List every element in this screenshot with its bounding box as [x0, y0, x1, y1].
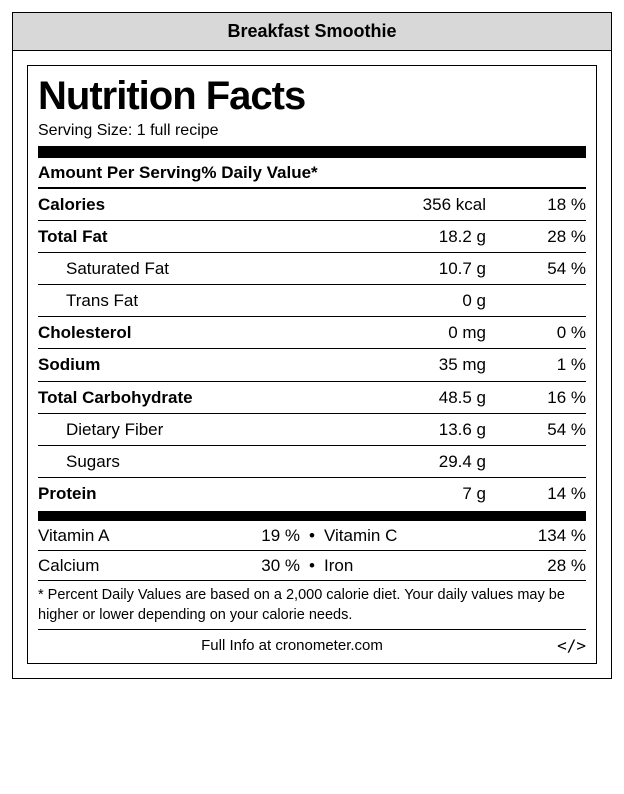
vitamin-name: Vitamin A: [38, 526, 188, 546]
vitamin-value: 28 %: [474, 556, 586, 576]
vitamin-name: Calcium: [38, 556, 188, 576]
recipe-title: Breakfast Smoothie: [13, 13, 611, 51]
nutrient-row: Total Carbohydrate48.5 g16 %: [38, 382, 586, 414]
nutrient-dv: 1 %: [486, 354, 586, 376]
nutrient-row: Sugars29.4 g: [38, 446, 586, 478]
nutrient-amount: 48.5 g: [356, 387, 486, 409]
nutrient-label: Total Carbohydrate: [38, 387, 356, 409]
serving-label: Serving Size:: [38, 122, 137, 139]
nutrient-dv: [486, 451, 586, 473]
nutrient-row: Dietary Fiber13.6 g54 %: [38, 414, 586, 446]
nutrient-amount: 29.4 g: [356, 451, 486, 473]
nutrient-dv: 14 %: [486, 483, 586, 505]
vitamin-name: Vitamin C: [324, 526, 474, 546]
source-text: Full Info at cronometer.com: [38, 637, 546, 654]
daily-value-header: % Daily Value*: [201, 163, 317, 183]
footer: Full Info at cronometer.com </>: [38, 630, 586, 659]
nutrient-amount: 0 g: [356, 290, 486, 312]
nutrient-amount: 13.6 g: [356, 419, 486, 441]
nutrient-label: Sodium: [38, 354, 356, 376]
nutrient-amount: 10.7 g: [356, 258, 486, 280]
nutrient-label: Sugars: [38, 451, 356, 473]
nutrient-dv: 18 %: [486, 194, 586, 216]
serving-value: 1 full recipe: [137, 122, 219, 139]
nutrient-dv: 54 %: [486, 419, 586, 441]
nutrient-amount: 18.2 g: [356, 226, 486, 248]
heading: Nutrition Facts: [38, 76, 586, 116]
vitamin-value: 19 %: [188, 526, 300, 546]
nutrient-label: Trans Fat: [38, 290, 356, 312]
nutrient-amount: 7 g: [356, 483, 486, 505]
thick-rule-top: [38, 146, 586, 158]
nutrient-row: Saturated Fat10.7 g54 %: [38, 253, 586, 285]
nutrient-label: Dietary Fiber: [38, 419, 356, 441]
nutrient-row: Sodium35 mg1 %: [38, 349, 586, 381]
nutrient-amount: 0 mg: [356, 322, 486, 344]
nutrient-dv: [486, 290, 586, 312]
nutrient-label: Total Fat: [38, 226, 356, 248]
vitamin-row: Vitamin A19 %•Vitamin C134 %: [38, 521, 586, 551]
nutrient-label: Calories: [38, 194, 356, 216]
nutrition-facts-box: Nutrition Facts Serving Size: 1 full rec…: [27, 65, 597, 664]
nutrient-row: Trans Fat0 g: [38, 285, 586, 317]
nutrient-rows: Calories356 kcal18 %Total Fat18.2 g28 %S…: [38, 189, 586, 509]
vitamin-row: Calcium30 %•Iron28 %: [38, 551, 586, 581]
nutrient-dv: 16 %: [486, 387, 586, 409]
vitamin-rows: Vitamin A19 %•Vitamin C134 %Calcium30 %•…: [38, 521, 586, 581]
nutrient-row: Calories356 kcal18 %: [38, 189, 586, 221]
vitamin-value: 30 %: [188, 556, 300, 576]
serving-size: Serving Size: 1 full recipe: [38, 122, 586, 140]
embed-icon[interactable]: </>: [546, 636, 586, 655]
nutrient-amount: 356 kcal: [356, 194, 486, 216]
nutrient-dv: 54 %: [486, 258, 586, 280]
nutrient-dv: 28 %: [486, 226, 586, 248]
thick-rule-mid: [38, 511, 586, 521]
amount-per-serving-header: Amount Per Serving: [38, 163, 201, 183]
vitamin-value: 134 %: [474, 526, 586, 546]
vitamin-name: Iron: [324, 556, 474, 576]
nutrient-label: Cholesterol: [38, 322, 356, 344]
disclaimer: * Percent Daily Values are based on a 2,…: [38, 581, 586, 630]
separator-dot: •: [300, 556, 324, 576]
column-header-row: Amount Per Serving % Daily Value*: [38, 158, 586, 189]
separator-dot: •: [300, 526, 324, 546]
nutrient-row: Total Fat18.2 g28 %: [38, 221, 586, 253]
nutrition-panel: Breakfast Smoothie Nutrition Facts Servi…: [12, 12, 612, 679]
nutrient-row: Cholesterol0 mg0 %: [38, 317, 586, 349]
nutrient-label: Protein: [38, 483, 356, 505]
nutrient-row: Protein7 g14 %: [38, 478, 586, 509]
nutrient-label: Saturated Fat: [38, 258, 356, 280]
nutrient-dv: 0 %: [486, 322, 586, 344]
nutrient-amount: 35 mg: [356, 354, 486, 376]
